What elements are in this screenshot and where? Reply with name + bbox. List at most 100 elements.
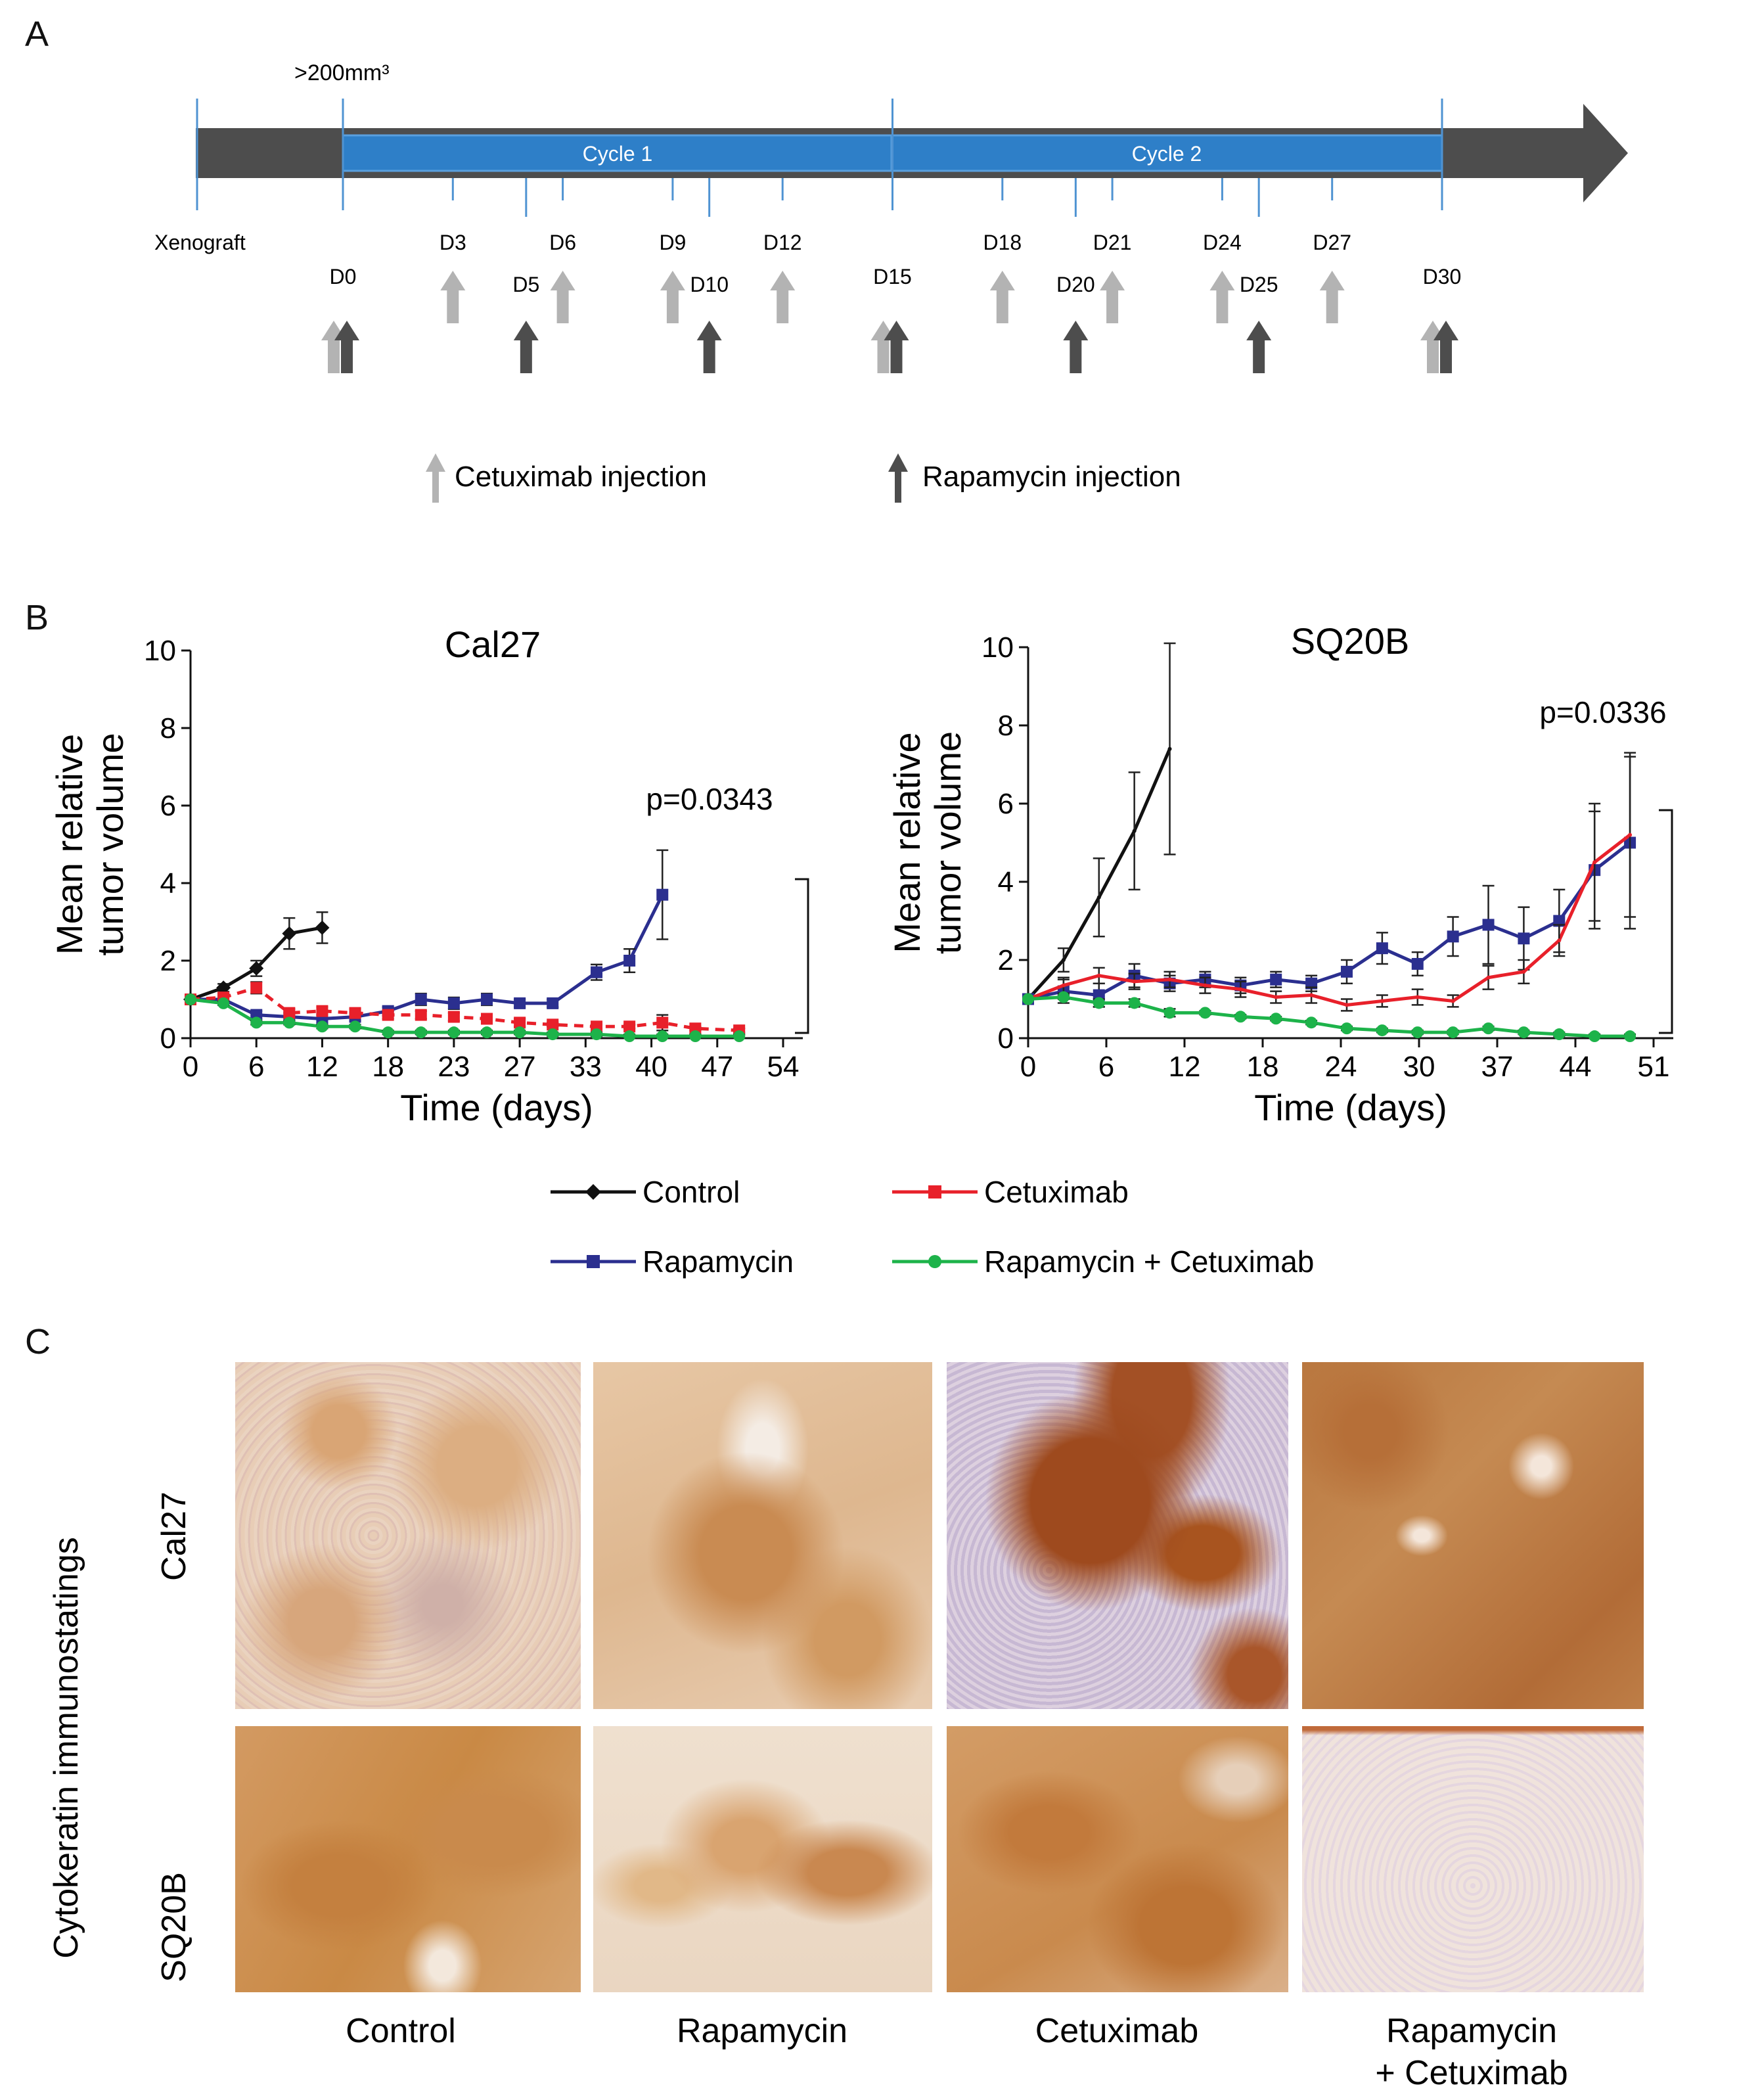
data-point <box>547 1028 559 1041</box>
micrograph-sq20b-rapamycin-cetuximab <box>1302 1726 1644 1992</box>
rapamycin-arrow-d25 <box>1246 321 1272 373</box>
data-point <box>656 888 669 901</box>
chart-title: SQ20B <box>1291 620 1410 662</box>
data-point <box>656 1030 669 1043</box>
data-point <box>1309 993 1314 997</box>
rapamycin-arrow-d0 <box>334 321 359 373</box>
day-label-d20: D20 <box>1056 273 1095 296</box>
day-label-d27: D27 <box>1313 231 1351 254</box>
data-point <box>1482 1022 1495 1035</box>
day-label-d3: D3 <box>440 231 466 254</box>
day-label-d5: D5 <box>512 273 539 296</box>
data-point <box>623 1030 636 1043</box>
cetuximab-arrow-d9 <box>660 271 685 323</box>
cycle-1-label: Cycle 1 <box>583 142 653 166</box>
series-rapamycin-cetuximab <box>1022 991 1636 1043</box>
series-line <box>1027 995 1631 1038</box>
day-label-d25: D25 <box>1240 273 1278 296</box>
data-point <box>1628 833 1633 837</box>
data-point <box>481 1026 493 1039</box>
data-point <box>415 1009 427 1021</box>
data-point <box>1451 999 1455 1003</box>
col-label-control: Control <box>346 2012 456 2050</box>
day-label-d9: D9 <box>659 231 686 254</box>
x-axis-label: Time (days) <box>400 1087 593 1128</box>
y-tick-label: 4 <box>160 867 176 900</box>
data-point <box>217 997 230 1009</box>
data-point <box>447 1011 460 1023</box>
x-tick-label: 18 <box>1247 1051 1279 1083</box>
series-cetuximab <box>1026 752 1636 1012</box>
data-point <box>1518 1026 1530 1039</box>
x-tick-label: 6 <box>248 1051 264 1083</box>
timeline-legend: Cetuximab injection Rapamycin injection <box>426 453 1181 503</box>
data-point <box>1411 957 1424 970</box>
col-label-rapamycin: Rapamycin <box>677 2012 847 2050</box>
data-point <box>1274 995 1278 999</box>
data-point <box>415 993 427 1005</box>
cetuximab-arrow-d24 <box>1209 271 1235 323</box>
data-point <box>1132 829 1137 833</box>
data-point <box>1093 997 1105 1009</box>
x-tick-label: 12 <box>1169 1051 1201 1083</box>
data-point <box>1589 1030 1601 1043</box>
x-tick-label: 44 <box>1560 1051 1592 1083</box>
rapamycin-legend-label: Rapamycin injection <box>922 461 1181 493</box>
data-point <box>1411 1026 1424 1039</box>
x-tick-label: 27 <box>504 1051 536 1083</box>
panel-label-a: A <box>25 14 49 54</box>
x-tick-label: 23 <box>438 1051 470 1083</box>
cycle-2-label: Cycle 2 <box>1132 142 1202 166</box>
data-point <box>1199 1007 1211 1019</box>
data-point <box>316 1020 328 1033</box>
rapamycin-legend-arrow <box>888 453 908 503</box>
day-label-d12: D12 <box>763 231 802 254</box>
series-control <box>1026 642 1176 1001</box>
data-point <box>249 961 264 976</box>
x-tick-label: 12 <box>306 1051 338 1083</box>
data-point <box>1305 1016 1318 1029</box>
series-rapamycin <box>1022 756 1636 1008</box>
data-point <box>315 920 330 935</box>
micrograph-sq20b-control <box>235 1726 581 1992</box>
data-point <box>1415 995 1420 999</box>
treatment-timeline: >200mm³ Cycle 1 Cycle 2 Xenograft D0 D3 D5… <box>154 60 1628 503</box>
data-point <box>481 1013 493 1025</box>
x-tick-label: 51 <box>1638 1051 1670 1083</box>
row-label-sq20b: SQ20B <box>155 1872 193 1982</box>
data-point <box>733 1030 746 1043</box>
x-tick-label: 37 <box>1481 1051 1514 1083</box>
cetuximab-arrow-d18 <box>989 271 1015 323</box>
data-point <box>1447 930 1459 943</box>
day-label-d10: D10 <box>690 273 729 296</box>
y-tick-label: 0 <box>998 1022 1014 1055</box>
day-label-d0: D0 <box>330 265 357 288</box>
x-tick-label: 24 <box>1325 1051 1357 1083</box>
data-point <box>1340 1022 1353 1035</box>
data-point <box>447 997 460 1009</box>
data-point <box>1270 1013 1282 1025</box>
legend-marker <box>928 1185 941 1198</box>
data-point <box>514 1016 526 1029</box>
cetuximab-legend-label: Cetuximab injection <box>455 461 707 493</box>
x-tick-label: 40 <box>635 1051 667 1083</box>
series-rapamycin-cetuximab <box>185 993 746 1043</box>
data-point <box>349 1020 361 1033</box>
rapamycin-arrow-d10 <box>696 321 722 373</box>
data-point <box>283 1016 296 1029</box>
y-axis-label: Mean relativetumor volume <box>886 731 968 954</box>
series-cetuximab <box>185 981 746 1037</box>
x-tick-label: 6 <box>1098 1051 1114 1083</box>
data-point <box>1486 975 1491 980</box>
data-point <box>1132 979 1137 984</box>
x-tick-label: 18 <box>372 1051 404 1083</box>
cetuximab-arrow-d6 <box>550 271 575 323</box>
data-point <box>1163 1007 1176 1019</box>
data-point <box>481 993 493 1005</box>
data-point <box>1096 895 1101 900</box>
panel-label-b: B <box>25 598 49 637</box>
data-point <box>349 1007 361 1019</box>
